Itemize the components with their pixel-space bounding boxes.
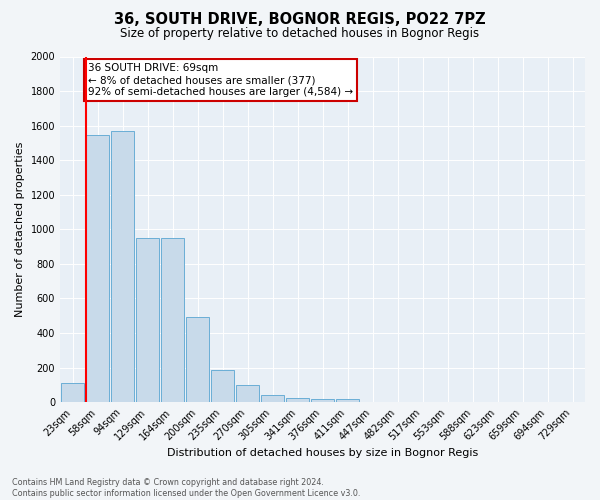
Bar — [336, 399, 359, 402]
Bar — [311, 398, 334, 402]
Bar — [261, 396, 284, 402]
Bar — [211, 370, 234, 402]
Bar — [236, 385, 259, 402]
Text: Contains HM Land Registry data © Crown copyright and database right 2024.
Contai: Contains HM Land Registry data © Crown c… — [12, 478, 361, 498]
Bar — [186, 318, 209, 402]
Bar — [286, 398, 309, 402]
Y-axis label: Number of detached properties: Number of detached properties — [15, 142, 25, 317]
Bar — [161, 238, 184, 402]
Bar — [111, 131, 134, 402]
Bar — [86, 135, 109, 402]
Text: 36, SOUTH DRIVE, BOGNOR REGIS, PO22 7PZ: 36, SOUTH DRIVE, BOGNOR REGIS, PO22 7PZ — [114, 12, 486, 28]
Bar — [136, 238, 159, 402]
Text: Size of property relative to detached houses in Bognor Regis: Size of property relative to detached ho… — [121, 28, 479, 40]
Text: 36 SOUTH DRIVE: 69sqm
← 8% of detached houses are smaller (377)
92% of semi-deta: 36 SOUTH DRIVE: 69sqm ← 8% of detached h… — [88, 64, 353, 96]
X-axis label: Distribution of detached houses by size in Bognor Regis: Distribution of detached houses by size … — [167, 448, 478, 458]
Bar — [61, 383, 84, 402]
